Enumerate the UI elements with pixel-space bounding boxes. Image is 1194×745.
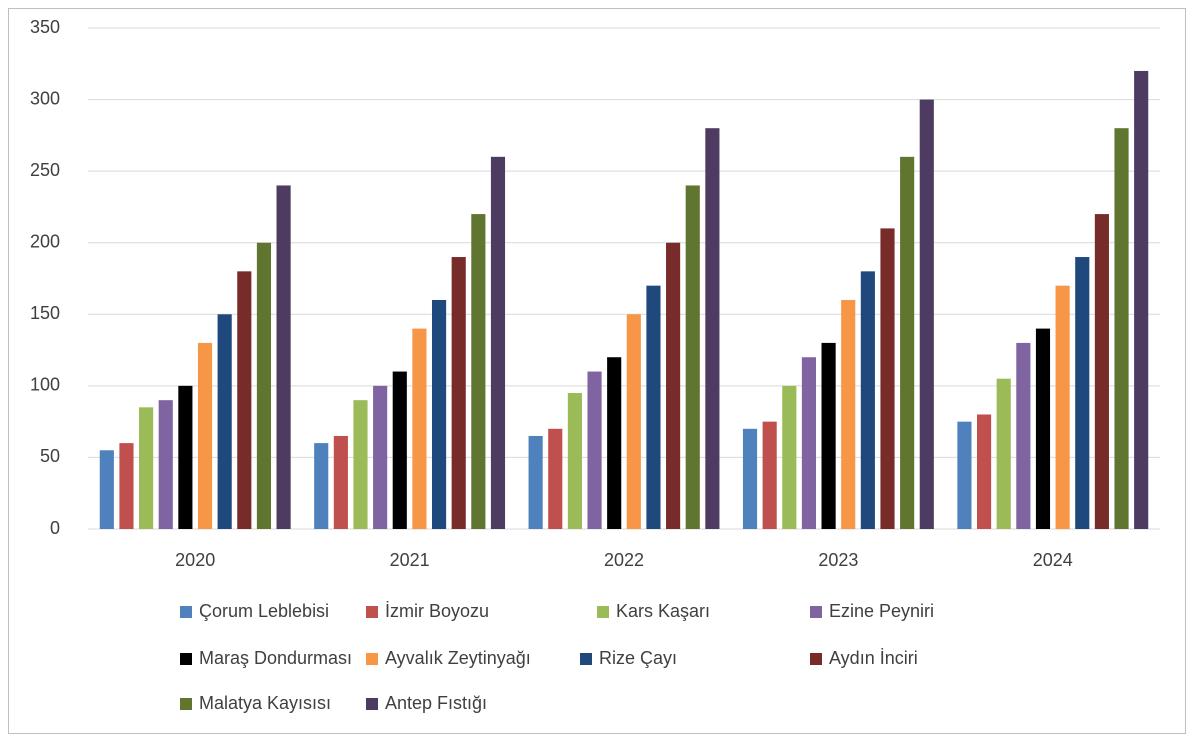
legend-label: Antep Fıstığı xyxy=(385,693,487,713)
y-tick-label: 250 xyxy=(30,160,60,180)
bar xyxy=(957,421,972,529)
legend-swatch xyxy=(180,653,192,665)
y-tick-label: 50 xyxy=(40,446,60,466)
bar xyxy=(841,299,856,529)
legend-swatch xyxy=(597,606,609,618)
legend-label: Malatya Kayısısı xyxy=(199,693,331,713)
chart-border xyxy=(8,8,1186,734)
bar xyxy=(685,185,700,529)
bar xyxy=(801,357,817,529)
bar xyxy=(490,156,506,530)
bar xyxy=(412,328,427,529)
bar xyxy=(256,242,272,529)
legend-label: Çorum Leblebisi xyxy=(199,601,329,621)
legend-label: Ezine Peyniri xyxy=(829,601,934,621)
bar xyxy=(646,285,661,529)
bar xyxy=(762,421,777,529)
legend-swatch xyxy=(580,653,592,665)
bar xyxy=(705,128,720,529)
y-tick-label: 350 xyxy=(30,17,60,37)
y-tick-label: 200 xyxy=(30,231,60,251)
bar xyxy=(431,299,447,529)
bar xyxy=(1035,328,1051,529)
bar xyxy=(471,214,486,530)
bar xyxy=(880,228,895,529)
bar xyxy=(314,443,329,529)
bar xyxy=(451,257,466,529)
y-tick-label: 100 xyxy=(30,375,60,395)
bar xyxy=(860,271,875,529)
x-tick-label: 2024 xyxy=(1033,550,1073,570)
legend-swatch xyxy=(180,606,192,618)
bar xyxy=(996,378,1011,529)
legend-swatch xyxy=(366,606,378,618)
bar xyxy=(119,443,134,529)
y-tick-label: 150 xyxy=(30,303,60,323)
legend-label: Ayvalık Zeytinyağı xyxy=(385,648,531,668)
bar xyxy=(353,400,368,529)
bar xyxy=(919,99,934,530)
bar xyxy=(1134,70,1149,529)
bar xyxy=(607,357,622,529)
bar xyxy=(197,342,213,529)
bar xyxy=(900,156,915,530)
y-tick-label: 0 xyxy=(50,518,60,538)
bar xyxy=(139,407,154,529)
legend-label: Rize Çayı xyxy=(599,648,677,668)
bar xyxy=(1075,257,1090,529)
legend-swatch xyxy=(366,698,378,710)
x-tick-label: 2022 xyxy=(604,550,644,570)
bar xyxy=(333,435,348,529)
bar xyxy=(217,314,232,529)
x-tick-label: 2020 xyxy=(175,550,215,570)
legend-swatch xyxy=(366,653,378,665)
legend-label: İzmir Boyozu xyxy=(385,601,489,621)
legend-swatch xyxy=(810,606,822,618)
x-tick-label: 2023 xyxy=(818,550,858,570)
y-tick-label: 300 xyxy=(30,88,60,108)
bar xyxy=(666,242,681,529)
bar xyxy=(373,385,388,529)
bar xyxy=(742,428,758,529)
bar xyxy=(1055,285,1070,529)
bar xyxy=(1094,214,1109,530)
bar xyxy=(237,271,252,529)
legend-swatch xyxy=(810,653,822,665)
bar xyxy=(567,393,582,529)
bar xyxy=(548,428,563,529)
legend-swatch xyxy=(180,698,192,710)
legend-label: Maraş Dondurması xyxy=(199,648,352,668)
x-tick-label: 2021 xyxy=(390,550,430,570)
bar xyxy=(821,342,836,529)
bar xyxy=(1114,128,1129,529)
legend-label: Aydın İnciri xyxy=(829,648,918,668)
bar xyxy=(99,450,114,529)
bar xyxy=(392,371,407,529)
bar xyxy=(528,435,543,529)
bar xyxy=(276,185,291,529)
bar xyxy=(587,371,602,529)
bar xyxy=(782,385,797,529)
bar xyxy=(158,400,173,529)
legend-label: Kars Kaşarı xyxy=(616,601,710,621)
bar xyxy=(626,314,641,529)
bar xyxy=(178,385,193,529)
bar xyxy=(1016,342,1031,529)
bar xyxy=(976,414,992,529)
